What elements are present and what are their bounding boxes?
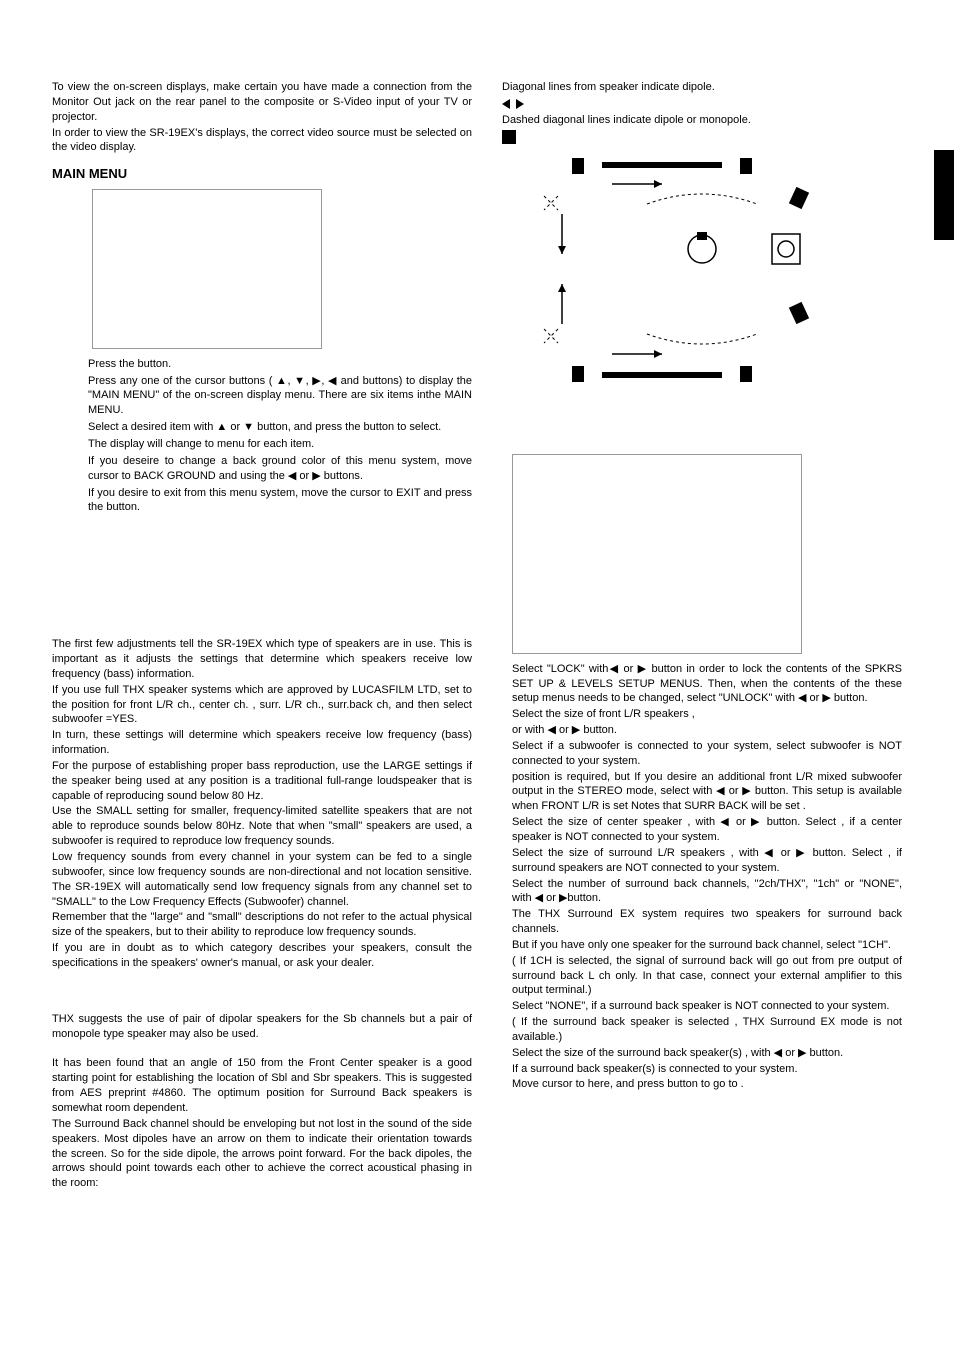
layout-svg [502, 154, 822, 394]
left-column: To view the on-screen displays, make cer… [52, 80, 472, 1192]
setup-step-1: Select "LOCK" with◀ or ▶ button in order… [512, 662, 902, 707]
thx-paragraph-1: THX suggests the use of pair of dipolar … [52, 1012, 472, 1042]
step-4: The display will change to menu for each… [88, 437, 472, 452]
monopole-icon [502, 130, 516, 144]
step-5: If you deseire to change a back ground c… [88, 454, 472, 484]
setup-step-12: ( If the surround back speaker is select… [512, 1015, 902, 1045]
setup-step-2: Select the size of front L/R speakers , [512, 707, 902, 722]
setup-step-13: Select the size of the surround back spe… [512, 1046, 902, 1061]
setup-step-14: If a surround back speaker(s) is connect… [512, 1062, 902, 1077]
speaker-intro-3: In turn, these settings will determine w… [52, 728, 472, 758]
step-3: Select a desired item with ▲ or ▼ button… [88, 420, 472, 435]
speaker-intro-5: Use the SMALL setting for smaller, frequ… [52, 804, 472, 849]
page-edge-tab [934, 150, 954, 240]
setup-step-15: Move cursor to here, and press button to… [512, 1077, 902, 1092]
setup-step-6: Select the size of surround L/R speakers… [512, 846, 902, 876]
monopole-caption: Dashed diagonal lines indicate dipole or… [502, 113, 902, 128]
dipole-caption: Diagonal lines from speaker indicate dip… [502, 80, 902, 95]
speaker-intro-6: Low frequency sounds from every channel … [52, 850, 472, 909]
step-2: Press any one of the cursor buttons ( ▲,… [88, 374, 472, 419]
menu-screenshot-placeholder [92, 189, 322, 349]
setup-screenshot-placeholder [512, 454, 802, 654]
intro-paragraph-2: In order to view the SR-19EX's displays,… [52, 126, 472, 156]
speaker-intro-1: The first few adjustments tell the SR-19… [52, 637, 472, 682]
thx-paragraph-3: The Surround Back channel should be enve… [52, 1117, 472, 1191]
setup-step-5: Select the size of center speaker , with… [512, 815, 902, 845]
speaker-intro-8: If you are in doubt as to which category… [52, 941, 472, 971]
speaker-intro-2: If you use full THX speaker systems whic… [52, 683, 472, 728]
right-column: Diagonal lines from speaker indicate dip… [502, 80, 902, 1192]
setup-step-7: Select the number of surround back chann… [512, 877, 902, 907]
dipole-icon [502, 97, 524, 111]
setup-step-10: ( If 1CH is selected, the signal of surr… [512, 954, 902, 999]
setup-steps: Select "LOCK" with◀ or ▶ button in order… [502, 662, 902, 1093]
menu-steps: Press the button. Press any one of the c… [52, 357, 472, 515]
setup-step-4: position is required, but If you desire … [512, 770, 902, 815]
speaker-intro-4: For the purpose of establishing proper b… [52, 759, 472, 804]
setup-step-3: Select if a subwoofer is connected to yo… [512, 739, 902, 769]
thx-paragraph-2: It has been found that an angle of 150 f… [52, 1056, 472, 1115]
main-menu-heading: MAIN MENU [52, 165, 472, 183]
setup-step-9: But if you have only one speaker for the… [512, 938, 902, 953]
speaker-layout-diagram [502, 154, 822, 394]
step-1: Press the button. [88, 357, 472, 372]
step-6: If you desire to exit from this menu sys… [88, 486, 472, 516]
setup-step-8: The THX Surround EX system requires two … [512, 907, 902, 937]
intro-paragraph-1: To view the on-screen displays, make cer… [52, 80, 472, 125]
speaker-intro-7: Remember that the "large" and "small" de… [52, 910, 472, 940]
setup-step-11: Select "NONE", if a surround back speake… [512, 999, 902, 1014]
setup-step-2b: or with ◀ or ▶ button. [512, 723, 902, 738]
